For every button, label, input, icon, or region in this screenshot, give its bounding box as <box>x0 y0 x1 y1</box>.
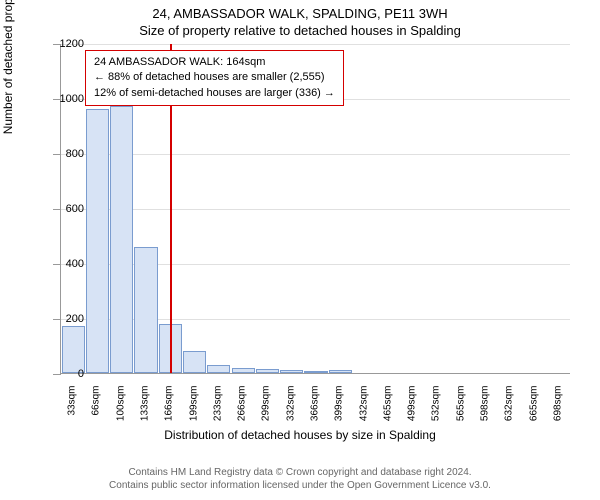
y-tick-label: 1000 <box>44 93 84 105</box>
bar <box>304 371 327 373</box>
y-tick-label: 600 <box>44 203 84 215</box>
x-tick-label: 665sqm <box>528 386 539 436</box>
x-tick-label: 598sqm <box>480 386 491 436</box>
x-tick-label: 266sqm <box>237 386 248 436</box>
title-sub: Size of property relative to detached ho… <box>0 23 600 38</box>
x-tick-label: 332sqm <box>285 386 296 436</box>
info-box: 24 AMBASSADOR WALK: 164sqm ← 88% of deta… <box>85 50 344 106</box>
bar <box>110 106 133 373</box>
bar <box>86 109 109 373</box>
x-tick-label: 233sqm <box>212 386 223 436</box>
info-line: ← 88% of detached houses are smaller (2,… <box>94 70 335 85</box>
x-tick-label: 366sqm <box>310 386 321 436</box>
bar <box>280 370 303 373</box>
source-line: Contains public sector information licen… <box>0 479 600 492</box>
bar <box>232 368 255 374</box>
x-tick-label: 199sqm <box>188 386 199 436</box>
bar <box>256 369 279 373</box>
y-tick-label: 400 <box>44 258 84 270</box>
bar <box>329 370 352 373</box>
x-tick-label: 432sqm <box>358 386 369 436</box>
bar <box>134 247 157 374</box>
source-line: Contains HM Land Registry data © Crown c… <box>0 466 600 479</box>
x-tick-label: 532sqm <box>431 386 442 436</box>
title-main: 24, AMBASSADOR WALK, SPALDING, PE11 3WH <box>0 6 600 21</box>
info-line: 24 AMBASSADOR WALK: 164sqm <box>94 55 335 70</box>
x-tick-label: 166sqm <box>164 386 175 436</box>
x-tick-label: 33sqm <box>67 386 78 436</box>
x-tick-label: 100sqm <box>115 386 126 436</box>
x-tick-label: 632sqm <box>504 386 515 436</box>
bar <box>62 326 85 373</box>
x-tick-label: 499sqm <box>407 386 418 436</box>
x-tick-label: 399sqm <box>334 386 345 436</box>
bar <box>183 351 206 373</box>
x-tick-label: 465sqm <box>382 386 393 436</box>
x-tick-label: 299sqm <box>261 386 272 436</box>
info-line: 12% of semi-detached houses are larger (… <box>94 86 335 101</box>
y-tick-label: 800 <box>44 148 84 160</box>
x-tick-label: 133sqm <box>140 386 151 436</box>
y-tick-label: 1200 <box>44 38 84 50</box>
x-tick-label: 66sqm <box>91 386 102 436</box>
y-tick-label: 200 <box>44 313 84 325</box>
x-tick-label: 698sqm <box>552 386 563 436</box>
y-tick-label: 0 <box>44 368 84 380</box>
bar <box>207 365 230 373</box>
x-tick-label: 565sqm <box>455 386 466 436</box>
y-axis-label: Number of detached properties <box>1 0 15 134</box>
source-text: Contains HM Land Registry data © Crown c… <box>0 466 600 492</box>
